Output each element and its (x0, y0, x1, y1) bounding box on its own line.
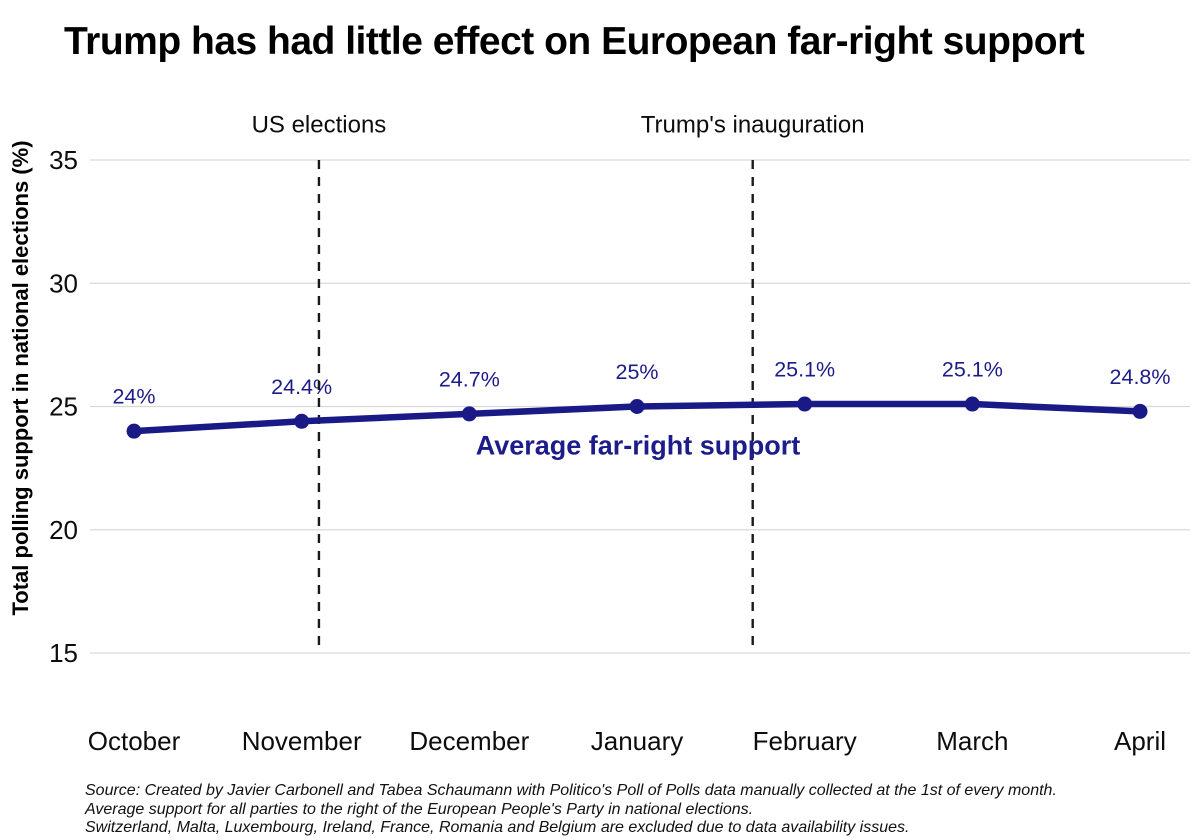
data-point-label: 24.4% (271, 375, 332, 399)
source-note-line: Source: Created by Javier Carbonell and … (85, 782, 1057, 799)
x-axis-tick-label: February (753, 726, 857, 756)
data-point (126, 423, 142, 439)
data-point (1132, 403, 1148, 419)
y-axis-tick-label: 20 (49, 515, 78, 545)
data-point-label: 25.1% (774, 358, 835, 382)
x-axis-tick-label: November (242, 726, 362, 756)
data-point-label: 25% (615, 360, 658, 384)
event-annotation-label: Trump's inauguration (641, 111, 865, 138)
x-axis-tick-label: April (1114, 726, 1166, 756)
event-annotation-label: US elections (252, 111, 387, 138)
data-point-label: 24% (112, 385, 155, 409)
data-point-label: 25.1% (942, 358, 1003, 382)
data-point (797, 396, 813, 412)
data-point (294, 413, 310, 429)
x-axis-tick-label: March (936, 726, 1008, 756)
x-axis-tick-label: October (88, 726, 181, 756)
chart-title: Trump has had little effect on European … (64, 20, 1085, 63)
data-point (461, 406, 477, 422)
x-axis-tick-label: December (409, 726, 529, 756)
source-note: Source: Created by Javier Carbonell and … (85, 782, 1057, 838)
data-point-label: 24.7% (439, 367, 500, 391)
y-axis-tick-label: 30 (49, 268, 78, 298)
x-axis-tick-label: January (591, 726, 684, 756)
y-axis-tick-label: 25 (49, 392, 78, 422)
y-axis-tick-label: 35 (49, 145, 78, 175)
data-point (964, 396, 980, 412)
source-note-line: Average support for all parties to the r… (85, 800, 754, 818)
data-point-label: 24.8% (1110, 365, 1171, 389)
y-axis-label: Total polling support in national electi… (8, 140, 33, 616)
data-point (629, 399, 645, 414)
y-axis-tick-label: 15 (49, 638, 78, 668)
series-label: Average far-right support (475, 430, 801, 461)
source-note-line: Switzerland, Malta, Luxembourg, Ireland,… (85, 819, 910, 836)
